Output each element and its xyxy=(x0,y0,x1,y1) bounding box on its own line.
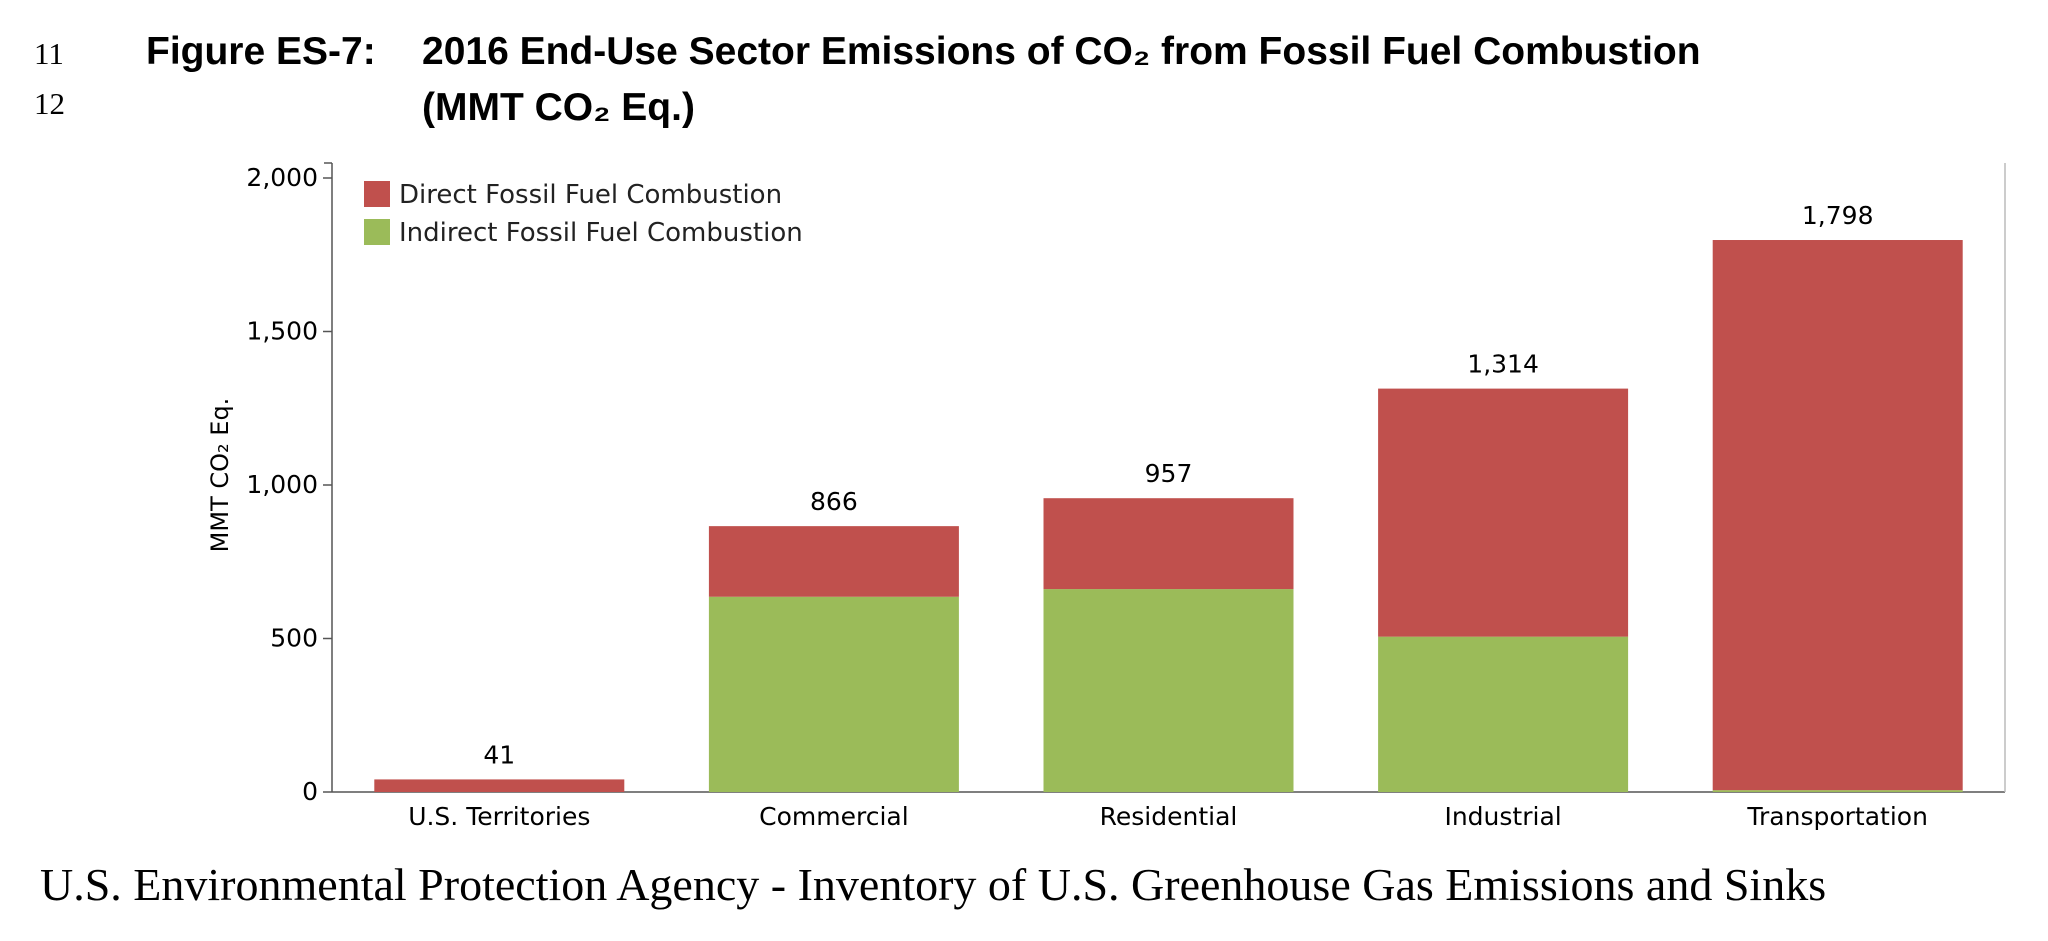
bar-total-label: 41 xyxy=(483,740,515,769)
x-category-label: U.S. Territories xyxy=(408,802,590,831)
legend-entry-label: Direct Fossil Fuel Combustion xyxy=(399,180,782,210)
legend-entry-label: Indirect Fossil Fuel Combustion xyxy=(399,218,803,248)
bar-segment xyxy=(1378,636,1629,792)
bar-total-label: 1,314 xyxy=(1467,350,1539,379)
legend-swatch xyxy=(364,219,390,245)
figure-title-line-1: 2016 End-Use Sector Emissions of CO₂ fro… xyxy=(422,30,1701,73)
x-category-label: Commercial xyxy=(759,802,909,831)
bar-segment xyxy=(708,526,959,597)
y-tick-label: 0 xyxy=(302,777,318,806)
bar-segment xyxy=(1043,589,1294,792)
legend-swatch xyxy=(364,181,390,207)
line-number-12: 12 xyxy=(34,86,65,121)
bar-segment xyxy=(1043,498,1294,590)
y-tick-label: 1,500 xyxy=(246,317,318,346)
x-category-label: Transportation xyxy=(1746,802,1928,831)
y-tick-label: 1,000 xyxy=(246,470,318,499)
bar-total-label: 1,798 xyxy=(1802,201,1874,230)
bar-segment xyxy=(708,596,959,792)
x-category-label: Residential xyxy=(1100,802,1238,831)
figure-label: Figure ES-7: xyxy=(146,30,376,73)
y-axis-label: MMT CO₂ Eq. xyxy=(206,398,234,553)
bar-total-label: 866 xyxy=(810,487,858,516)
bar-segment xyxy=(1712,240,1963,791)
legend: Direct Fossil Fuel Combustion Indirect Fo… xyxy=(364,180,803,248)
x-category-label: Industrial xyxy=(1444,802,1561,831)
bar-segment xyxy=(1378,388,1629,637)
bar-segment xyxy=(1712,790,1963,792)
y-axis: 0 500 1,000 1,500 2,000 xyxy=(246,163,332,806)
source-footer: U.S. Environmental Protection Agency - I… xyxy=(40,859,1827,910)
bar-segment xyxy=(374,779,625,792)
bars xyxy=(374,240,1963,792)
value-labels: 41 866 957 1,314 1,798 xyxy=(483,201,1873,769)
bar-total-label: 957 xyxy=(1145,459,1193,488)
line-number-11: 11 xyxy=(34,36,64,71)
y-tick-label: 500 xyxy=(270,624,318,653)
figure-title-line-2: (MMT CO₂ Eq.) xyxy=(422,86,695,129)
x-axis: U.S. Territories Commercial Residential Ind… xyxy=(408,802,1928,831)
y-tick-label: 2,000 xyxy=(246,163,318,192)
